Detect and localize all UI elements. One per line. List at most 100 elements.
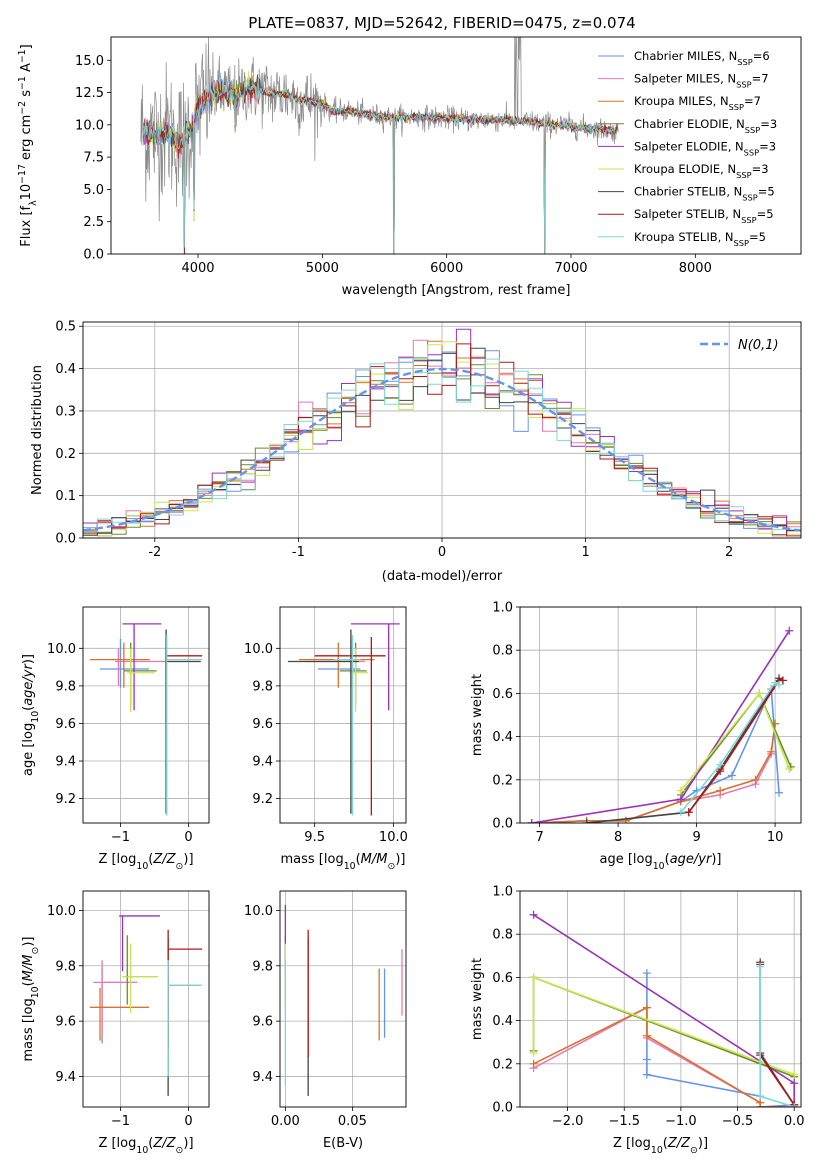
x-tick-label: 2 bbox=[725, 545, 733, 560]
y-tick-label: 5.0 bbox=[83, 183, 104, 198]
y-tick-label: 10.0 bbox=[244, 904, 273, 919]
x-tick-label: −1 bbox=[111, 1114, 130, 1129]
errorbar-chabrier-stelib bbox=[287, 629, 359, 814]
y-tick-label: 9.8 bbox=[252, 679, 273, 694]
label-subscript: SSP bbox=[734, 238, 749, 248]
line-series-kroupa-miles bbox=[529, 1003, 799, 1107]
y-tick-label: 15.0 bbox=[75, 54, 104, 69]
data-point-marker bbox=[785, 626, 794, 635]
weight-vs-metallicity-panel: −2.0 −1.5 −1.0 −0.5 0.0 0.0 0.2 0.4 0.6 0.8 1.0 Z [… bbox=[470, 885, 805, 1156]
data-point-marker bbox=[756, 1092, 765, 1101]
label-part: Z/Z bbox=[667, 1136, 691, 1151]
y-tick-label: 0.6 bbox=[492, 687, 513, 702]
y-tick-label: 0.6 bbox=[492, 971, 513, 986]
y-tick-label: 0.2 bbox=[55, 447, 76, 462]
line-series-chabrier-miles bbox=[527, 685, 784, 823]
plot-area bbox=[89, 623, 203, 816]
y-tick-label: 10.0 bbox=[47, 642, 76, 657]
label-part: Salpeter MILES, N bbox=[634, 72, 736, 86]
plot-area bbox=[89, 915, 203, 1096]
y-axis-label: mass [log10(M/M⊙)] bbox=[21, 937, 41, 1062]
axes-frame bbox=[279, 606, 407, 824]
errorbar-chabrier-miles bbox=[317, 638, 361, 688]
label-subscript: 10 bbox=[30, 986, 41, 998]
label-part: =5 bbox=[749, 230, 766, 244]
model-salpeter-stelib bbox=[142, 81, 618, 254]
label-subscript: λ bbox=[28, 200, 39, 206]
label-part: Chabrier ELODIE, N bbox=[634, 117, 745, 131]
label-subscript: 10 bbox=[136, 1145, 148, 1156]
x-tick-label: 10 bbox=[767, 830, 784, 845]
label-part: ( bbox=[148, 852, 153, 867]
data-point-marker bbox=[767, 747, 776, 756]
label-superscript: −17 bbox=[17, 164, 28, 184]
label-part: =3 bbox=[752, 162, 769, 176]
residual-histogram-panel: -2 -1 0 1 2 0.0 0.1 0.2 0.3 0.4 0.5 (data-model)/er… bbox=[30, 320, 802, 584]
x-tick-label: −1 bbox=[111, 830, 130, 845]
ticks: 0.00 0.05 9.4 9.6 9.8 10.0 bbox=[244, 904, 367, 1129]
legend-label-salpeter-stelib: Salpeter STELIB, NSSP=5 bbox=[634, 207, 774, 225]
axes-frame bbox=[110, 36, 802, 255]
label-part: ( bbox=[21, 706, 36, 711]
plot-area bbox=[529, 910, 799, 1107]
label-part: ( bbox=[148, 1136, 153, 1151]
data-point-marker bbox=[684, 808, 693, 817]
x-tick-label: 0 bbox=[184, 830, 192, 845]
label-part: Z [log bbox=[98, 852, 136, 867]
label-subscript: SSP bbox=[729, 102, 744, 112]
data-point-marker bbox=[529, 1059, 538, 1068]
x-tick-label: 1 bbox=[581, 545, 589, 560]
age-vs-mass-panel: 9.5 10.0 9.2 9.4 9.6 9.8 10.0 mass [log10(M/M⊙)… bbox=[244, 606, 408, 872]
data-point-marker bbox=[676, 808, 685, 817]
mass-vs-metallicity-panel: −1 09.49.69.810.0Z [log10(Z/Z⊙)]mass [log… bbox=[21, 890, 210, 1156]
x-tick-label: -2 bbox=[148, 545, 161, 560]
line-series-salpeter-stelib bbox=[756, 960, 799, 1107]
label-subscript: SSP bbox=[741, 215, 756, 225]
series-line bbox=[531, 630, 790, 823]
label-part: Kroupa STELIB, N bbox=[634, 230, 734, 244]
data-point-marker bbox=[642, 969, 651, 978]
plot-area bbox=[284, 904, 403, 1096]
plot-area bbox=[287, 623, 400, 816]
errorbar-kroupa-stelib bbox=[167, 960, 203, 1077]
label-subscript: 10 bbox=[651, 1145, 663, 1156]
errorbar-salpeter-elodie bbox=[122, 623, 162, 711]
label-part: )] bbox=[21, 937, 36, 947]
y-tick-label: 9.2 bbox=[252, 792, 273, 807]
label-part: Chabrier STELIB, N bbox=[634, 185, 742, 199]
errorbar-kroupa-elodie bbox=[127, 648, 155, 713]
data-point-marker bbox=[529, 910, 538, 919]
series-line bbox=[759, 964, 795, 1106]
x-tick-label: 0.00 bbox=[271, 1114, 300, 1129]
label-part: 10 bbox=[19, 184, 34, 201]
data-point-marker bbox=[778, 676, 787, 685]
label-part: age/yr bbox=[21, 662, 36, 705]
line-series-salpeter-elodie bbox=[529, 910, 799, 1107]
label-part: s bbox=[19, 90, 34, 101]
label-part: )] bbox=[711, 852, 721, 867]
y-tick-label: 0.2 bbox=[492, 1057, 513, 1072]
x-tick-label: 5000 bbox=[306, 261, 339, 276]
y-tick-label: 7.5 bbox=[83, 151, 104, 166]
x-axis-label: Z [log10(Z/Z⊙)] bbox=[613, 1136, 708, 1156]
label-part: A bbox=[19, 63, 34, 76]
label-subscript: SSP bbox=[736, 170, 751, 180]
label-part: M/M bbox=[21, 955, 36, 982]
x-axis-label: age [log10(age/yr)] bbox=[599, 852, 721, 872]
y-tick-label: 9.4 bbox=[55, 1070, 76, 1085]
label-part: =5 bbox=[758, 185, 775, 199]
label-part: Salpeter ELODIE, N bbox=[634, 139, 744, 153]
line-series-salpeter-miles bbox=[529, 1003, 799, 1107]
data-point-marker bbox=[716, 760, 725, 769]
grid-lines bbox=[83, 607, 209, 823]
errorbar-chabrier-elodie bbox=[123, 642, 157, 705]
y-tick-label: 2.5 bbox=[83, 215, 104, 230]
y-tick-label: 0.4 bbox=[492, 730, 513, 745]
y-tick-label: 0.3 bbox=[55, 404, 76, 419]
data-point-marker bbox=[756, 1103, 765, 1107]
y-tick-label: 9.6 bbox=[55, 1015, 76, 1030]
x-axis-label: mass [log10(M/M⊙)] bbox=[281, 852, 406, 872]
label-part: erg cm bbox=[19, 115, 34, 164]
model-kroupa-elodie bbox=[142, 71, 618, 254]
data-point-marker bbox=[642, 1055, 651, 1064]
